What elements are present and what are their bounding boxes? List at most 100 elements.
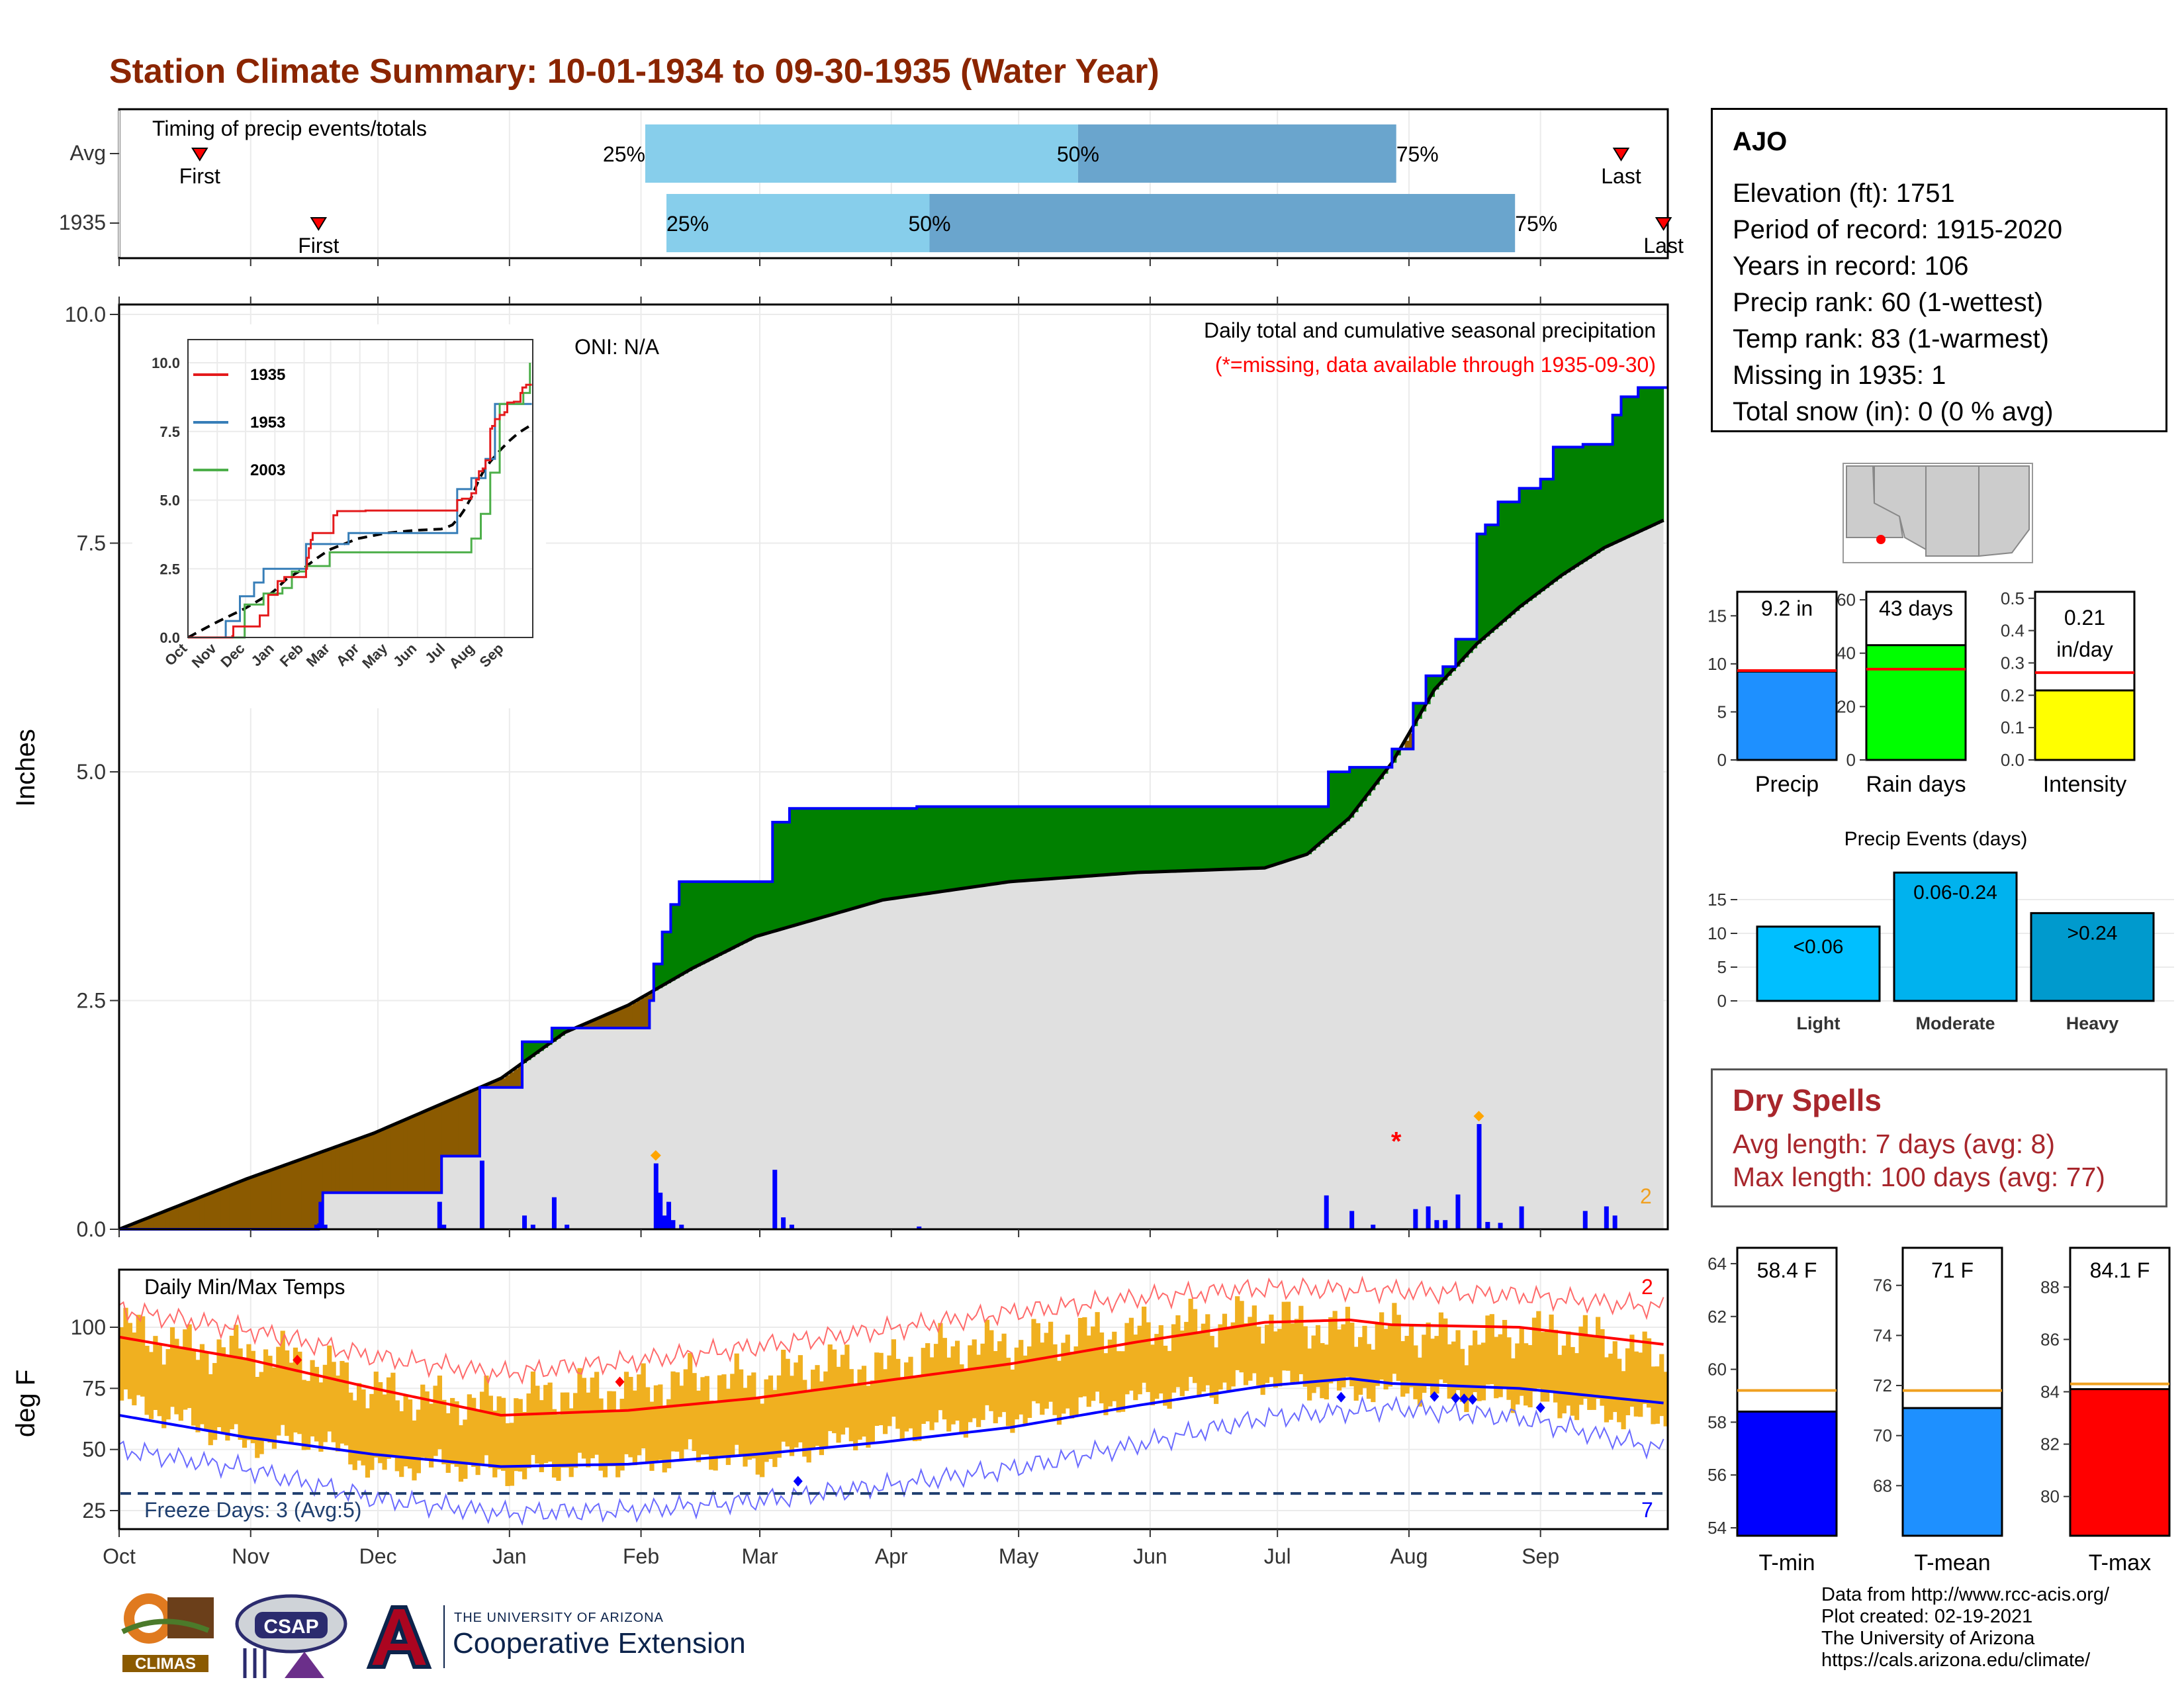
surplus-segment <box>1464 639 1469 658</box>
month-label: Jul <box>1264 1544 1291 1568</box>
surplus-segment <box>832 808 837 915</box>
daily-temp-range-bar <box>467 1394 472 1465</box>
surplus-segment <box>1336 772 1342 829</box>
month-label: Sep <box>1522 1544 1559 1568</box>
daily-temp-range-bar <box>565 1392 570 1468</box>
daily-temp-range-bar <box>458 1425 464 1482</box>
daily-temp-range-bar <box>968 1345 973 1423</box>
precip-y-label: Inches <box>11 729 40 807</box>
surplus-segment <box>1485 524 1490 637</box>
temp-mini-tick-label: 82 <box>2040 1434 2060 1454</box>
precip-lines <box>118 386 1668 1231</box>
surplus-segment <box>776 822 782 931</box>
inset-frame <box>187 339 533 638</box>
precip-mini-category-label: Rain days <box>1866 772 1966 797</box>
daily-temp-range-bar <box>132 1332 137 1405</box>
daily-temp-range-bar <box>874 1352 880 1427</box>
daily-temp-range-bar <box>1608 1353 1614 1420</box>
low-record-count: 7 <box>1641 1498 1653 1522</box>
daily-temp-range-bar <box>1120 1351 1126 1412</box>
daily-temp-range-bar <box>1133 1335 1138 1401</box>
timing-bar-q25-q50 <box>666 194 930 252</box>
daily-temp-range-bar <box>1103 1353 1109 1415</box>
daily-temp-range-bar <box>1336 1329 1342 1391</box>
daily-temp-range-bar <box>670 1371 676 1452</box>
inset-legend-label: 1953 <box>250 414 285 432</box>
credit-url: https://cals.arizona.edu/climate/ <box>1821 1650 2091 1671</box>
daily-temp-range-bar <box>386 1377 392 1459</box>
daily-temp-range-bar <box>572 1393 578 1468</box>
surplus-segment <box>1128 806 1134 873</box>
surplus-segment <box>1629 397 1635 536</box>
daily-temp-range-bar <box>1014 1347 1019 1420</box>
daily-temp-range-bar <box>403 1395 408 1467</box>
surplus-segment <box>1371 767 1376 790</box>
surplus-segment <box>806 808 811 922</box>
daily-temp-range-bar <box>692 1373 697 1452</box>
daily-temp-range-bar <box>789 1376 795 1456</box>
daily-temp-range-bar <box>1073 1346 1079 1415</box>
surplus-segment <box>1205 806 1210 870</box>
surplus-segment <box>530 1041 535 1057</box>
daily-temp-range-bar <box>1307 1348 1312 1401</box>
daily-temp-range-bar <box>1651 1366 1656 1425</box>
precip-panel: * 0.0 2.5 5.0 7.5 10.0 Inches ONI: N/A Daily… <box>11 297 1669 1241</box>
surplus-segment <box>1099 806 1104 876</box>
precip-mini-tick-label: 10 <box>1707 654 1727 674</box>
surplus-segment <box>764 881 769 935</box>
deficit-segment <box>297 1160 302 1229</box>
events-category-label: Light <box>1797 1013 1841 1033</box>
inset-legend-label: 1935 <box>250 366 285 384</box>
daily-temp-range-bar <box>471 1397 477 1468</box>
daily-temp-range-bar <box>688 1352 693 1440</box>
daily-temp-range-bar <box>271 1367 277 1449</box>
daily-temp-range-bar <box>1065 1335 1070 1409</box>
daily-temp-range-bar <box>1001 1333 1007 1413</box>
daily-temp-range-bar <box>348 1392 353 1465</box>
surplus-segment <box>1197 806 1202 870</box>
inset-y-tick-label: 5.0 <box>159 492 180 509</box>
surplus-segment <box>666 931 672 984</box>
daily-temp-range-bar <box>361 1389 366 1466</box>
surplus-segment <box>1498 502 1503 626</box>
daily-temp-range-bar <box>433 1385 438 1456</box>
daily-temp-range-bar <box>628 1377 633 1458</box>
daily-temp-range-bar <box>1498 1334 1503 1397</box>
deficit-segment <box>488 1084 493 1088</box>
temp-panel: 25 50 75 100 deg F Daily Min/Max Temps Free… <box>11 1268 1669 1568</box>
daily-temp-range-bar <box>637 1374 642 1456</box>
extreme-count-label: 2 <box>1640 1184 1652 1208</box>
daily-temp-range-bar <box>1099 1332 1105 1403</box>
daily-temp-range-bar <box>1294 1319 1300 1382</box>
daily-temp-range-bar <box>878 1352 884 1425</box>
record-high-marker <box>615 1376 625 1387</box>
daily-temp-range-bar <box>1383 1329 1388 1389</box>
deficit-segment <box>615 1010 621 1028</box>
daily-temp-range-bar <box>823 1371 829 1448</box>
daily-temp-range-bar <box>853 1385 858 1450</box>
daily-temp-range-bar <box>1375 1323 1380 1386</box>
timing-q50-label: 50% <box>908 212 950 236</box>
deficit-segment <box>623 1007 629 1028</box>
surplus-segment <box>1095 806 1100 876</box>
surplus-segment <box>1468 639 1473 653</box>
surplus-segment <box>1243 806 1248 869</box>
daily-temp-range-bar <box>1358 1336 1363 1395</box>
daily-temp-range-bar <box>581 1378 587 1459</box>
record-low-marker <box>1459 1393 1469 1405</box>
surplus-segment <box>670 904 676 981</box>
surplus-segment <box>1302 806 1308 856</box>
surplus-segment <box>1531 488 1537 598</box>
daily-temp-range-bar <box>1646 1338 1652 1408</box>
deficit-segment <box>220 1189 226 1229</box>
timing-q75-label: 75% <box>1396 142 1439 166</box>
precip-y-tick-label: 0.0 <box>77 1217 106 1241</box>
surplus-segment <box>917 806 922 896</box>
daily-temp-range-bar <box>1485 1315 1490 1385</box>
record-low-marker <box>1430 1391 1439 1402</box>
daily-precip-bar <box>314 1225 319 1229</box>
temp-mini-tick-label: 70 <box>1873 1426 1892 1446</box>
month-axis: Oct Nov Dec Jan Feb Mar Apr May Jun Jul Aug Sep <box>103 1529 1559 1568</box>
daily-temp-range-bar <box>1553 1329 1559 1403</box>
daily-temp-range-bar <box>1422 1335 1427 1393</box>
